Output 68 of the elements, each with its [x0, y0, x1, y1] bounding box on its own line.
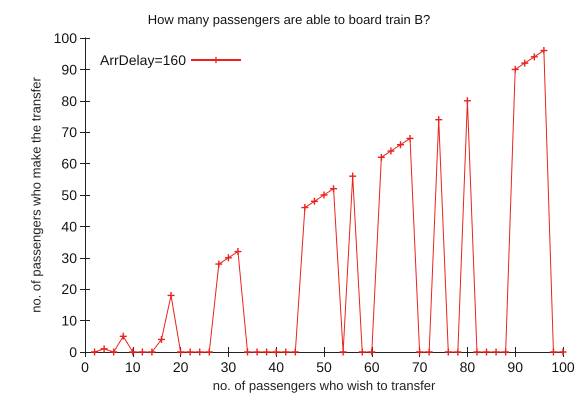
- point: [120, 332, 127, 340]
- point: [272, 348, 280, 356]
- point: [138, 348, 146, 356]
- legend-label: ArrDelay=160: [100, 52, 186, 68]
- point: [396, 141, 404, 148]
- point: [148, 348, 156, 356]
- point: [426, 348, 433, 356]
- point: [310, 198, 318, 205]
- point: [206, 348, 213, 356]
- x-tick-label: 0: [81, 359, 90, 375]
- x-tick-label: 70: [412, 359, 428, 375]
- y-axis-title: no. of passengers who make the transfer: [28, 76, 44, 313]
- x-axis-title: no. of passengers who wish to transfer: [212, 378, 436, 393]
- point: [177, 348, 184, 356]
- point: [158, 336, 165, 343]
- x-tick-label: 40: [268, 359, 284, 375]
- point: [254, 348, 261, 356]
- point: [387, 148, 394, 155]
- x-tick-label: 80: [460, 359, 476, 375]
- point: [540, 47, 548, 54]
- point: [368, 348, 376, 356]
- point: [416, 348, 424, 356]
- point: [349, 172, 356, 180]
- point: [100, 345, 108, 352]
- point: [521, 60, 528, 67]
- x-tick-label: 100: [551, 359, 575, 375]
- point: [224, 254, 232, 262]
- point: [550, 348, 557, 356]
- x-tick-label: 50: [316, 359, 332, 375]
- y-tick-label: 60: [61, 156, 78, 172]
- y-tick-label: 30: [61, 250, 78, 266]
- point: [435, 116, 442, 124]
- y-tick-label: 100: [54, 30, 78, 46]
- chart-title: How many passengers are able to board train B?: [148, 12, 430, 27]
- point: [340, 348, 347, 356]
- point: [263, 348, 270, 356]
- x-tick-label: 30: [220, 359, 236, 375]
- point: [444, 348, 452, 356]
- y-tick-label: 50: [61, 187, 78, 203]
- point: [301, 204, 308, 212]
- y-tick-label: 80: [61, 92, 78, 109]
- point: [292, 348, 299, 356]
- point: [378, 154, 385, 161]
- point: [196, 348, 204, 356]
- point: [330, 185, 338, 192]
- point: [512, 66, 519, 73]
- point: [186, 348, 194, 356]
- point: [91, 348, 98, 356]
- point: [129, 348, 136, 356]
- point: [530, 53, 538, 60]
- point: [492, 348, 500, 356]
- point: [358, 348, 366, 356]
- x-tick-label: 60: [364, 359, 380, 375]
- x-tick-label: 20: [172, 359, 189, 375]
- point: [282, 348, 290, 356]
- point: [502, 348, 510, 356]
- y-tick-label: 0: [69, 344, 78, 360]
- x-tick-label: 10: [125, 359, 141, 375]
- y-tick-label: 90: [61, 61, 78, 78]
- y-tick-label: 20: [61, 281, 78, 298]
- y-tick-label: 10: [61, 312, 78, 329]
- point: [464, 97, 471, 104]
- y-tick-label: 70: [61, 124, 78, 140]
- point: [110, 348, 118, 356]
- point: [454, 348, 462, 356]
- x-tick-label: 90: [507, 359, 524, 375]
- y-tick-label: 40: [61, 218, 78, 234]
- point: [215, 260, 222, 268]
